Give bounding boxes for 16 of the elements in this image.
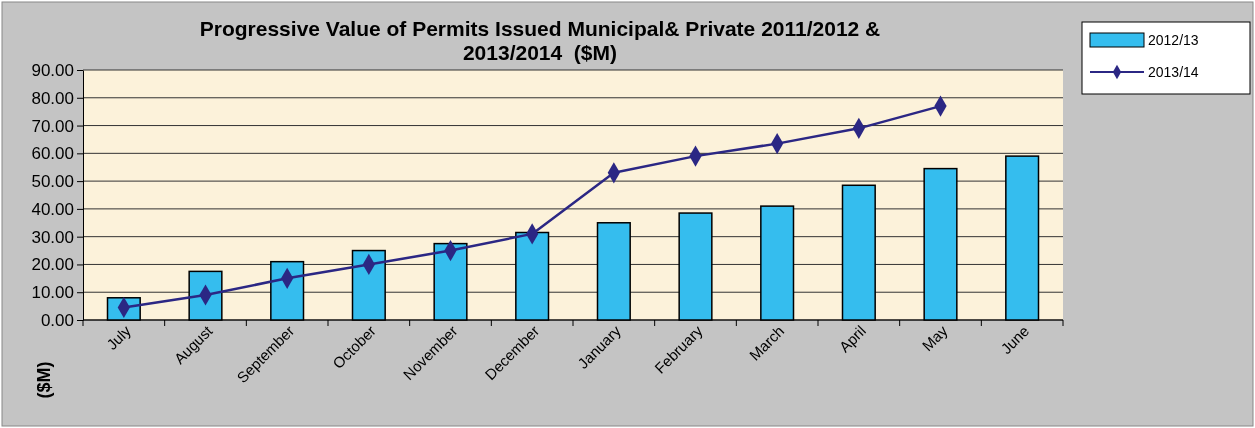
y-tick-label: 20.00 [31,255,74,275]
y-tick-label: 80.00 [31,88,74,108]
legend-label: 2012/13 [1148,32,1199,48]
y-tick-label: 90.00 [31,60,74,80]
y-tick-label: 50.00 [31,172,74,192]
chart-title: Progressive Value of Permits Issued Municipal& Private 2011/2012 & 2013/2014 ($M) [199,17,881,64]
y-axis-title: ($M) [34,361,54,399]
y-tick-label: 70.00 [31,116,74,136]
y-tick-label: 30.00 [31,227,74,247]
y-tick-label: 0.00 [40,310,74,330]
x-tick-label: July [103,321,135,353]
y-tick-label: 10.00 [31,283,74,303]
legend-label: 2013/14 [1148,64,1199,80]
y-tick-label: 40.00 [31,199,74,219]
y-tick-label: 60.00 [31,144,74,164]
x-tick-label: May [918,321,951,355]
